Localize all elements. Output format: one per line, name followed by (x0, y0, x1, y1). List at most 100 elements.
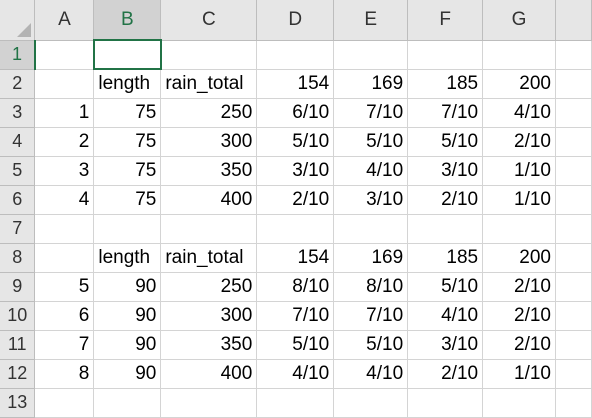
cell[interactable] (333, 40, 409, 70)
cell[interactable]: 169 (333, 69, 409, 99)
cell[interactable] (555, 359, 592, 389)
cell[interactable]: 5/10 (256, 330, 335, 360)
select-all-button[interactable] (0, 0, 36, 41)
row-header[interactable]: 9 (0, 272, 36, 302)
cell[interactable] (555, 69, 592, 99)
cell[interactable] (34, 243, 95, 273)
row-header[interactable]: 4 (0, 127, 36, 157)
cell[interactable]: 1 (34, 98, 95, 128)
cell[interactable]: 8/10 (333, 272, 409, 302)
cell[interactable]: 3/10 (256, 156, 335, 186)
column-header[interactable] (555, 0, 592, 41)
cell[interactable]: 3/10 (407, 156, 484, 186)
cell[interactable] (34, 214, 95, 244)
cell[interactable]: 200 (482, 69, 556, 99)
cell[interactable] (555, 40, 592, 70)
cell[interactable] (555, 156, 592, 186)
cell[interactable]: 185 (407, 69, 484, 99)
cell[interactable]: 350 (160, 330, 258, 360)
cell[interactable] (555, 330, 592, 360)
cell[interactable]: 185 (407, 243, 484, 273)
cell[interactable]: 4/10 (333, 359, 409, 389)
cell[interactable]: 400 (160, 359, 258, 389)
cell[interactable]: 7/10 (256, 301, 335, 331)
cell[interactable] (34, 40, 95, 70)
cell[interactable]: 2/10 (482, 330, 556, 360)
row-header[interactable]: 10 (0, 301, 36, 331)
cell[interactable] (555, 301, 592, 331)
cell[interactable]: 2/10 (256, 185, 335, 215)
cell[interactable]: 2/10 (482, 301, 556, 331)
cell[interactable] (555, 185, 592, 215)
cell[interactable] (407, 40, 484, 70)
row-header[interactable]: 6 (0, 185, 36, 215)
cell[interactable] (482, 40, 556, 70)
cell[interactable] (555, 214, 592, 244)
cell[interactable]: 2 (34, 127, 95, 157)
cell[interactable]: 4/10 (407, 301, 484, 331)
cell[interactable]: 7/10 (333, 98, 409, 128)
row-header[interactable]: 11 (0, 330, 36, 360)
column-header[interactable]: E (333, 0, 409, 41)
row-header[interactable]: 12 (0, 359, 36, 389)
active-cell[interactable] (92, 39, 162, 70)
cell[interactable]: 5/10 (407, 127, 484, 157)
cell[interactable]: 5/10 (256, 127, 335, 157)
cell[interactable]: length (93, 243, 162, 273)
cell[interactable]: 75 (93, 156, 162, 186)
cell[interactable] (407, 214, 484, 244)
column-header[interactable]: C (160, 0, 258, 41)
cell[interactable]: 75 (93, 98, 162, 128)
column-header[interactable]: A (34, 0, 95, 41)
cell[interactable]: 5/10 (333, 330, 409, 360)
cell[interactable]: 5 (34, 272, 95, 302)
cell[interactable]: 400 (160, 185, 258, 215)
cell[interactable]: 7/10 (333, 301, 409, 331)
cell[interactable] (256, 40, 335, 70)
cell[interactable] (555, 243, 592, 273)
cell[interactable]: 1/10 (482, 359, 556, 389)
cell[interactable]: 350 (160, 156, 258, 186)
column-header[interactable]: F (407, 0, 484, 41)
cell[interactable]: 250 (160, 98, 258, 128)
cell[interactable]: 90 (93, 359, 162, 389)
row-header[interactable]: 8 (0, 243, 36, 273)
cell[interactable]: 300 (160, 127, 258, 157)
cell[interactable]: 8/10 (256, 272, 335, 302)
cell[interactable]: 1/10 (482, 156, 556, 186)
cell[interactable]: rain_total (160, 243, 258, 273)
cell[interactable]: 2/10 (407, 185, 484, 215)
cell[interactable]: 4/10 (256, 359, 335, 389)
cell[interactable]: 2/10 (482, 127, 556, 157)
cell[interactable] (256, 214, 335, 244)
cell[interactable]: 1/10 (482, 185, 556, 215)
cell[interactable]: 5/10 (407, 272, 484, 302)
cell[interactable] (160, 214, 258, 244)
row-header[interactable]: 7 (0, 214, 36, 244)
cell[interactable]: 90 (93, 301, 162, 331)
column-header[interactable]: B (93, 0, 162, 41)
row-header[interactable]: 3 (0, 98, 36, 128)
cell[interactable]: 6 (34, 301, 95, 331)
cell[interactable]: 2/10 (482, 272, 556, 302)
cell[interactable]: 3/10 (407, 330, 484, 360)
cell[interactable]: 7 (34, 330, 95, 360)
cell[interactable]: 3 (34, 156, 95, 186)
row-header[interactable]: 1 (0, 40, 36, 70)
cell[interactable] (555, 127, 592, 157)
cell[interactable] (555, 272, 592, 302)
cell[interactable] (34, 69, 95, 99)
cell[interactable]: 7/10 (407, 98, 484, 128)
cell[interactable]: 75 (93, 127, 162, 157)
cell[interactable] (482, 214, 556, 244)
cell[interactable]: 300 (160, 301, 258, 331)
cell[interactable] (160, 40, 258, 70)
cell[interactable] (333, 214, 409, 244)
cell[interactable]: 250 (160, 272, 258, 302)
cell[interactable]: 4 (34, 185, 95, 215)
cell[interactable]: 200 (482, 243, 556, 273)
cell[interactable]: 3/10 (333, 185, 409, 215)
cell[interactable]: 75 (93, 185, 162, 215)
row-header[interactable]: 2 (0, 69, 36, 99)
column-header[interactable]: G (482, 0, 556, 41)
